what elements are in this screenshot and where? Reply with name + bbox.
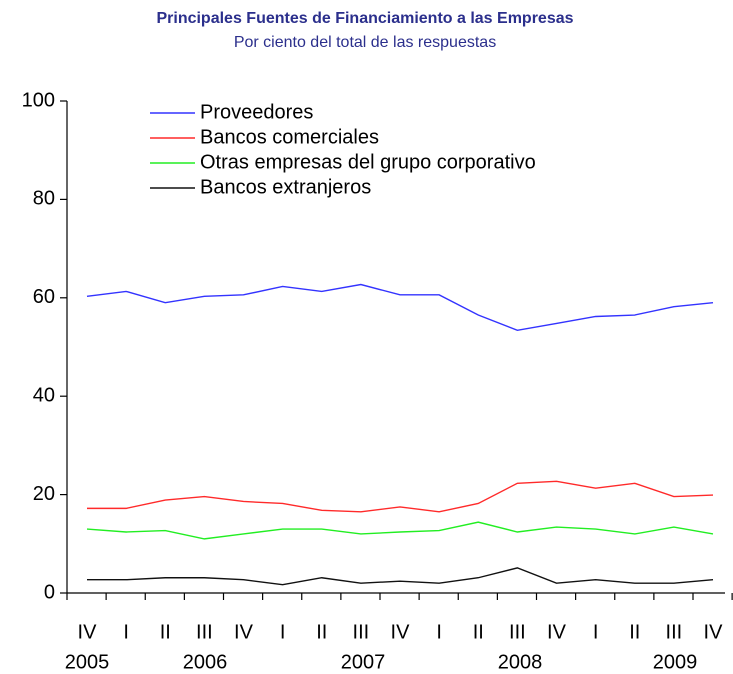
x-tick-label: IV (547, 621, 567, 643)
x-tick-label: I (436, 621, 442, 643)
year-label: 2007 (341, 651, 386, 673)
x-tick-label: II (160, 621, 171, 643)
y-tick-label: 20 (33, 483, 55, 505)
y-tick-label: 60 (33, 286, 55, 308)
x-tick-label: IV (704, 621, 724, 643)
x-tick-label: I (123, 621, 129, 643)
series-line (86, 521, 714, 540)
y-tick-label: 0 (44, 581, 55, 603)
series-line (87, 480, 714, 513)
legend-label: Bancos extranjeros (200, 176, 371, 198)
x-tick-label: III (509, 621, 526, 643)
x-tick-label: II (473, 621, 484, 643)
series-line (87, 567, 714, 586)
x-tick-label: II (316, 621, 327, 643)
y-tick-label: 100 (22, 89, 55, 111)
x-tick-label: III (666, 621, 683, 643)
x-tick-label: IV (391, 621, 411, 643)
series-line (86, 283, 714, 331)
x-tick-label: IV (234, 621, 254, 643)
year-label: 2006 (183, 651, 228, 673)
x-tick-label: III (196, 621, 213, 643)
year-label: 2005 (65, 651, 110, 673)
chart-subtitle: Por ciento del total de las respuestas (234, 34, 496, 51)
y-tick-label: 80 (33, 188, 55, 210)
y-tick-label: 40 (33, 384, 55, 406)
x-tick-label: IV (78, 621, 98, 643)
chart-title: Principales Fuentes de Financiamiento a … (156, 10, 573, 27)
year-label: 2008 (498, 651, 543, 673)
legend-label: Bancos comerciales (200, 126, 379, 148)
legend-label: Otras empresas del grupo corporativo (200, 151, 536, 173)
legend-label: Proveedores (200, 101, 313, 123)
x-tick-label: II (629, 621, 640, 643)
x-tick-label: I (280, 621, 286, 643)
year-label: 2009 (653, 651, 698, 673)
x-tick-label: I (593, 621, 599, 643)
x-tick-label: III (353, 621, 370, 643)
